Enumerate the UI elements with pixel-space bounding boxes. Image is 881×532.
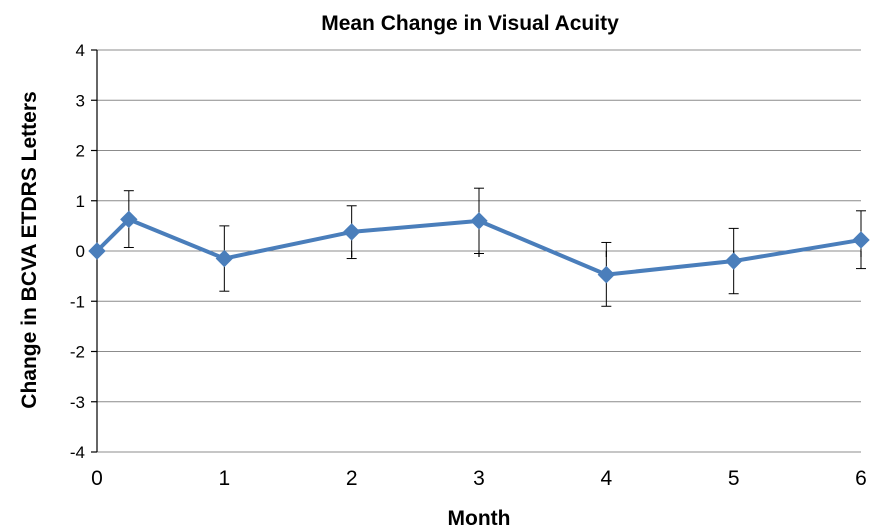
y-tick-label: 4 (76, 41, 85, 60)
series (88, 210, 870, 284)
y-tick-label: 0 (76, 242, 85, 261)
x-tick-label: 4 (600, 467, 612, 490)
series-line (95, 217, 862, 277)
x-axis-label: Month (448, 507, 511, 530)
error-bars (123, 187, 866, 307)
data-point (120, 210, 138, 229)
y-tick-label: -2 (70, 343, 85, 362)
tick-labels: 4 3 2 1 0 -1 -2 -3 -4 0 1 2 3 4 5 6 (70, 41, 867, 490)
y-tick-label: 2 (76, 142, 85, 161)
data-point (852, 231, 870, 249)
x-tick-label: 1 (218, 467, 230, 490)
y-tick-label: 3 (76, 91, 85, 110)
y-axis-label: Change in BCVA ETDRS Letters (18, 91, 41, 408)
x-tick-label: 2 (346, 467, 358, 490)
x-tick-label: 3 (473, 467, 485, 490)
y-tick-label: -4 (70, 443, 85, 462)
data-point (88, 242, 106, 260)
y-tick-label: 1 (76, 192, 85, 211)
y-tick-label: -1 (70, 292, 85, 311)
x-tick-label: 6 (855, 467, 867, 490)
data-point (215, 249, 234, 268)
chart-title: Mean Change in Visual Acuity (321, 12, 619, 35)
x-tick-label: 5 (728, 467, 740, 490)
data-point (470, 212, 488, 230)
data-point (597, 265, 616, 284)
data-point (342, 223, 361, 241)
y-tick-label: -3 (70, 393, 85, 412)
data-point (724, 252, 743, 270)
x-tick-label: 0 (91, 467, 103, 490)
